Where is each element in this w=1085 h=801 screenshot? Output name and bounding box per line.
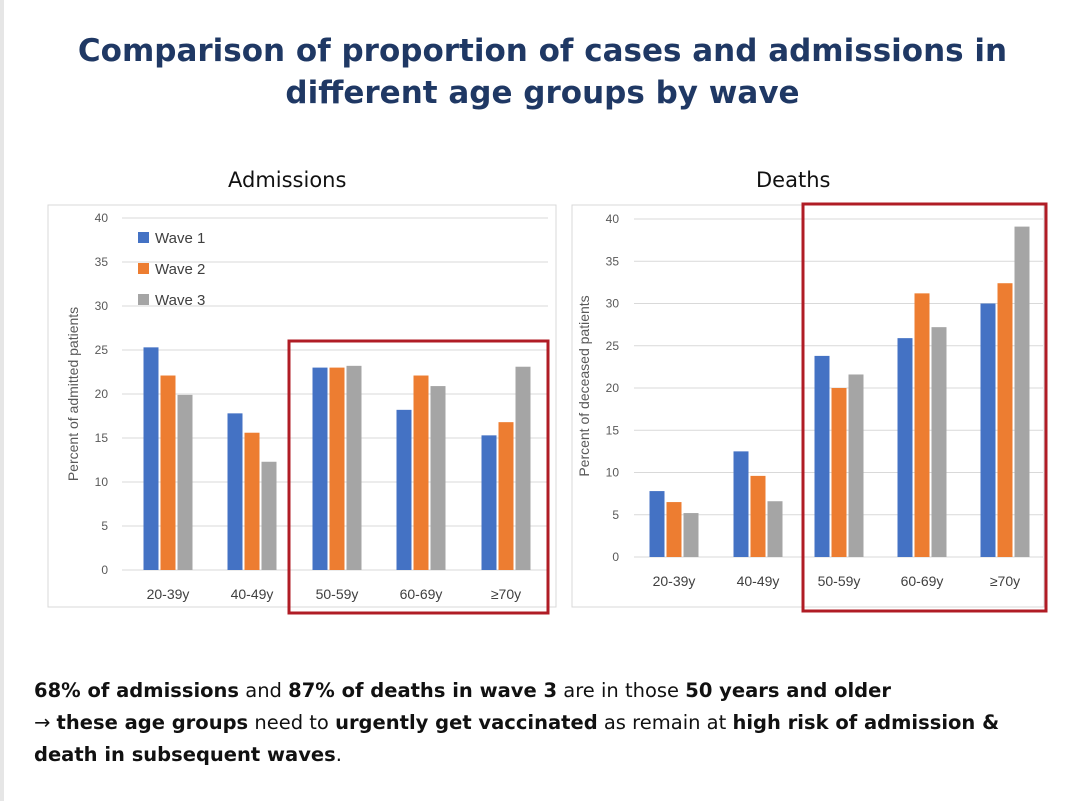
y-tick-label: 40 bbox=[95, 211, 109, 225]
x-tick-label: 40-49y bbox=[231, 586, 274, 602]
y-tick-label: 15 bbox=[606, 423, 620, 437]
y-tick-label: 0 bbox=[612, 550, 619, 564]
slide-edge bbox=[0, 0, 4, 801]
bar-wave-3-2 bbox=[848, 374, 864, 557]
summary-segment: 50 years and older bbox=[685, 679, 891, 702]
chart-panel-0: 0 5 10 15 20 25 30 35 40 Percent of admitted pati… bbox=[47, 204, 557, 615]
y-tick-label: 0 bbox=[101, 563, 108, 577]
bar-wave-3-0 bbox=[683, 513, 699, 557]
legend-swatch bbox=[138, 232, 149, 243]
summary-segment: are in those bbox=[557, 679, 686, 702]
summary-segment: as remain at bbox=[597, 711, 733, 734]
chart-panel-1: 0 5 10 15 20 25 30 35 40 Percent of deceased pati… bbox=[571, 202, 1048, 613]
x-tick-label: 60-69y bbox=[400, 586, 443, 602]
y-tick-label: 30 bbox=[95, 299, 109, 313]
bar-wave-3-3 bbox=[430, 386, 446, 570]
x-tick-label: 50-59y bbox=[316, 586, 359, 602]
x-tick-label: 50-59y bbox=[818, 573, 861, 589]
y-axis-label: Percent of deceased patients bbox=[576, 295, 592, 476]
summary-segment: 87% of deaths in wave 3 bbox=[288, 679, 558, 702]
bar-wave-2-1 bbox=[750, 475, 766, 557]
y-tick-label: 20 bbox=[95, 387, 109, 401]
bar-wave-1-4 bbox=[980, 303, 996, 557]
chart-frame bbox=[47, 204, 557, 608]
summary-segment: 68% of admissions bbox=[34, 679, 240, 702]
bar-wave-1-2 bbox=[312, 367, 328, 570]
deaths-chart-title: Deaths bbox=[756, 168, 831, 192]
admissions-chart-title: Admissions bbox=[228, 168, 347, 192]
y-axis-label: Percent of admitted patients bbox=[65, 307, 81, 481]
summary-segment: and bbox=[239, 679, 289, 702]
bar-wave-2-1 bbox=[244, 432, 260, 570]
y-tick-label: 20 bbox=[606, 381, 620, 395]
y-tick-label: 10 bbox=[606, 466, 620, 480]
bar-wave-2-0 bbox=[160, 375, 176, 570]
summary-segment: these age groups bbox=[56, 711, 249, 734]
bar-wave-2-0 bbox=[666, 502, 682, 557]
summary-segment: need to bbox=[248, 711, 336, 734]
legend-label: Wave 2 bbox=[155, 261, 205, 278]
bar-wave-3-4 bbox=[1014, 226, 1030, 558]
bar-wave-3-1 bbox=[767, 501, 783, 557]
bar-wave-3-1 bbox=[261, 461, 277, 570]
x-tick-label: ≥70y bbox=[491, 586, 521, 602]
x-tick-label: 20-39y bbox=[147, 586, 190, 602]
y-tick-label: 5 bbox=[101, 519, 108, 533]
bar-wave-3-0 bbox=[177, 394, 193, 570]
y-tick-label: 30 bbox=[606, 297, 620, 311]
bar-wave-1-2 bbox=[814, 355, 830, 557]
chart-frame bbox=[571, 204, 1045, 608]
x-tick-label: ≥70y bbox=[990, 573, 1020, 589]
bar-wave-1-3 bbox=[396, 409, 412, 570]
summary-line-3: death in subsequent waves. bbox=[34, 739, 1054, 771]
y-tick-label: 35 bbox=[95, 255, 109, 269]
y-tick-label: 40 bbox=[606, 212, 620, 226]
summary-segment: high risk of admission & bbox=[732, 711, 1000, 734]
bar-wave-2-3 bbox=[914, 293, 930, 557]
bar-wave-3-3 bbox=[931, 327, 947, 557]
bar-wave-2-2 bbox=[329, 367, 345, 570]
summary-segment: → bbox=[34, 711, 57, 734]
legend-label: Wave 1 bbox=[155, 230, 205, 247]
y-tick-label: 35 bbox=[606, 254, 620, 268]
y-tick-label: 15 bbox=[95, 431, 109, 445]
bar-wave-1-0 bbox=[649, 491, 665, 557]
bar-wave-3-4 bbox=[515, 366, 531, 570]
x-tick-label: 60-69y bbox=[901, 573, 944, 589]
summary-text: 68% of admissions and 87% of deaths in w… bbox=[34, 675, 1054, 771]
bar-wave-2-4 bbox=[997, 283, 1013, 557]
bar-wave-1-0 bbox=[143, 347, 159, 570]
legend-swatch bbox=[138, 294, 149, 305]
bar-wave-1-4 bbox=[481, 435, 497, 570]
y-tick-label: 10 bbox=[95, 475, 109, 489]
x-tick-label: 20-39y bbox=[653, 573, 696, 589]
summary-line-2: → these age groups need to urgently get … bbox=[34, 707, 1054, 739]
bar-wave-3-2 bbox=[346, 365, 362, 570]
summary-segment: . bbox=[335, 743, 342, 766]
summary-segment: urgently get vaccinated bbox=[335, 711, 598, 734]
bar-wave-1-3 bbox=[897, 338, 913, 557]
y-tick-label: 25 bbox=[95, 343, 109, 357]
highlight-box bbox=[287, 339, 550, 615]
highlight-box bbox=[801, 202, 1048, 613]
y-tick-label: 25 bbox=[606, 339, 620, 353]
x-tick-label: 40-49y bbox=[737, 573, 780, 589]
slide-title: Comparison of proportion of cases and ad… bbox=[77, 33, 1008, 111]
legend-swatch bbox=[138, 263, 149, 274]
summary-segment: death in subsequent waves bbox=[34, 743, 336, 766]
bar-wave-2-2 bbox=[831, 388, 847, 557]
bar-wave-2-4 bbox=[498, 422, 514, 570]
bar-wave-2-3 bbox=[413, 375, 429, 570]
legend-label: Wave 3 bbox=[155, 292, 205, 309]
y-tick-label: 5 bbox=[612, 508, 619, 522]
bar-wave-1-1 bbox=[733, 451, 749, 557]
bar-wave-1-1 bbox=[227, 413, 243, 570]
summary-line-1: 68% of admissions and 87% of deaths in w… bbox=[34, 675, 1054, 707]
